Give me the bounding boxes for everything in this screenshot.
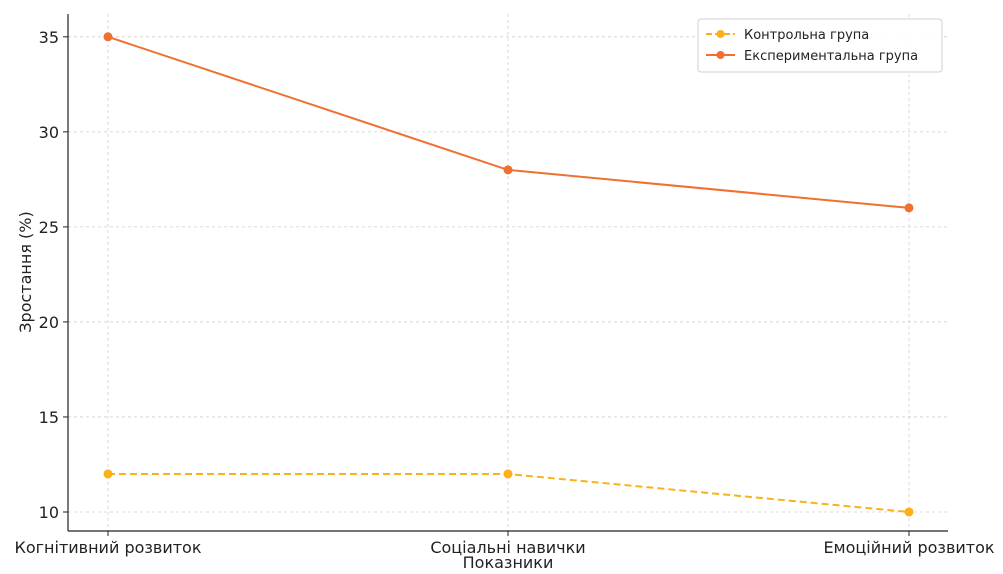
series-2-point: [103, 32, 113, 42]
series-2-point: [904, 203, 914, 213]
y-axis-title: Зростання (%): [16, 211, 35, 332]
x-axis-title: Показники: [463, 553, 554, 572]
legend-box: [697, 18, 943, 73]
grid: [68, 14, 948, 531]
y-tick-label: 30: [39, 123, 59, 142]
series: [103, 32, 914, 517]
ticks: Когнітивний розвиток Соціальні навички Емо…: [14, 28, 994, 557]
series-1-point: [503, 469, 513, 479]
series-1-point: [103, 469, 113, 479]
x-tick-label: Емоційний розвиток: [823, 538, 994, 557]
y-tick-label: 10: [39, 503, 59, 522]
series-2-point: [503, 165, 513, 175]
series-line-1: [108, 473, 910, 513]
legend-label-1: Контрольна група: [744, 28, 869, 43]
legend-label-2: Експериментальна група: [744, 49, 918, 64]
y-tick-label: 15: [39, 408, 59, 427]
legend: Контрольна група Експериментальна група: [697, 18, 943, 73]
y-tick-label: 20: [39, 313, 59, 332]
x-tick-label: Когнітивний розвиток: [14, 538, 201, 557]
y-tick-label: 35: [39, 28, 59, 47]
x-tick-label: Соціальні навички: [430, 538, 585, 557]
y-tick-label: 25: [39, 218, 59, 237]
legend-marker-2: [716, 51, 725, 59]
legend-marker-1: [716, 30, 725, 38]
series-1-point: [904, 507, 914, 517]
